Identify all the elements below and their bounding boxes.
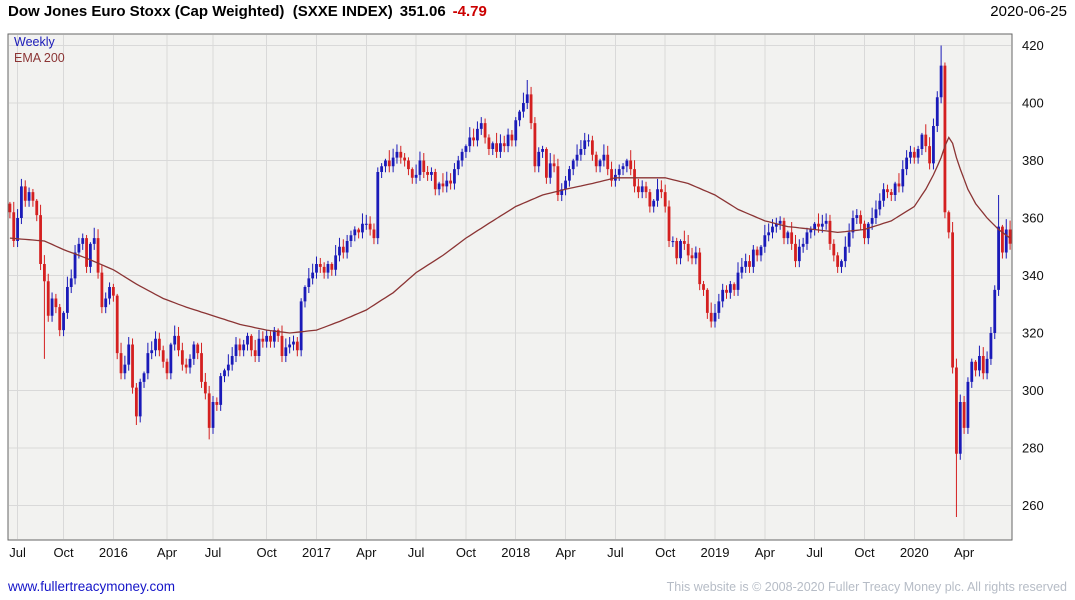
svg-text:Apr: Apr <box>954 545 975 560</box>
website-link[interactable]: www.fullertreacymoney.com <box>8 579 176 594</box>
chart-title: Dow Jones Euro Stoxx (Cap Weighted) (SXX… <box>8 3 393 20</box>
chart-legend: Weekly EMA 200 <box>14 34 65 66</box>
chart-area[interactable]: Jul Oct 2016 Apr Jul Oct 2017 Apr Jul Oct 2018 Apr J… <box>0 26 1075 574</box>
svg-text:260: 260 <box>1022 498 1044 513</box>
title-group: Dow Jones Euro Stoxx (Cap Weighted) (SXX… <box>8 3 487 20</box>
svg-text:Apr: Apr <box>157 545 178 560</box>
svg-text:Oct: Oct <box>854 545 875 560</box>
svg-text:340: 340 <box>1022 268 1044 283</box>
svg-text:Oct: Oct <box>53 545 74 560</box>
svg-text:Jul: Jul <box>806 545 823 560</box>
svg-text:Oct: Oct <box>257 545 278 560</box>
svg-text:Jul: Jul <box>408 545 425 560</box>
svg-text:Oct: Oct <box>456 545 477 560</box>
svg-text:380: 380 <box>1022 153 1044 168</box>
svg-text:Jul: Jul <box>9 545 26 560</box>
svg-text:2016: 2016 <box>99 545 128 560</box>
last-price: 351.06 <box>399 3 446 20</box>
svg-text:360: 360 <box>1022 211 1044 226</box>
svg-text:280: 280 <box>1022 441 1044 456</box>
price-change: -4.79 <box>452 3 487 20</box>
price-chart[interactable]: Jul Oct 2016 Apr Jul Oct 2017 Apr Jul Oct 2018 Apr J… <box>0 26 1075 574</box>
svg-text:Apr: Apr <box>356 545 377 560</box>
page-footer: www.fullertreacymoney.com This website i… <box>8 579 1067 594</box>
svg-text:2019: 2019 <box>701 545 730 560</box>
svg-text:2020: 2020 <box>900 545 929 560</box>
svg-text:300: 300 <box>1022 383 1044 398</box>
svg-text:Jul: Jul <box>607 545 624 560</box>
chart-date: 2020-06-25 <box>990 3 1067 20</box>
svg-text:2018: 2018 <box>501 545 530 560</box>
timeframe-label: Weekly <box>14 35 55 49</box>
svg-text:320: 320 <box>1022 326 1044 341</box>
svg-text:Apr: Apr <box>555 545 576 560</box>
ema-label: EMA 200 <box>14 51 65 65</box>
chart-header: Dow Jones Euro Stoxx (Cap Weighted) (SXX… <box>8 3 1067 27</box>
svg-text:Oct: Oct <box>655 545 676 560</box>
copyright-text: This website is © 2008-2020 Fuller Treac… <box>666 580 1067 594</box>
svg-text:2017: 2017 <box>302 545 331 560</box>
svg-text:Apr: Apr <box>755 545 776 560</box>
svg-text:420: 420 <box>1022 38 1044 53</box>
svg-text:400: 400 <box>1022 96 1044 111</box>
svg-text:Jul: Jul <box>205 545 222 560</box>
